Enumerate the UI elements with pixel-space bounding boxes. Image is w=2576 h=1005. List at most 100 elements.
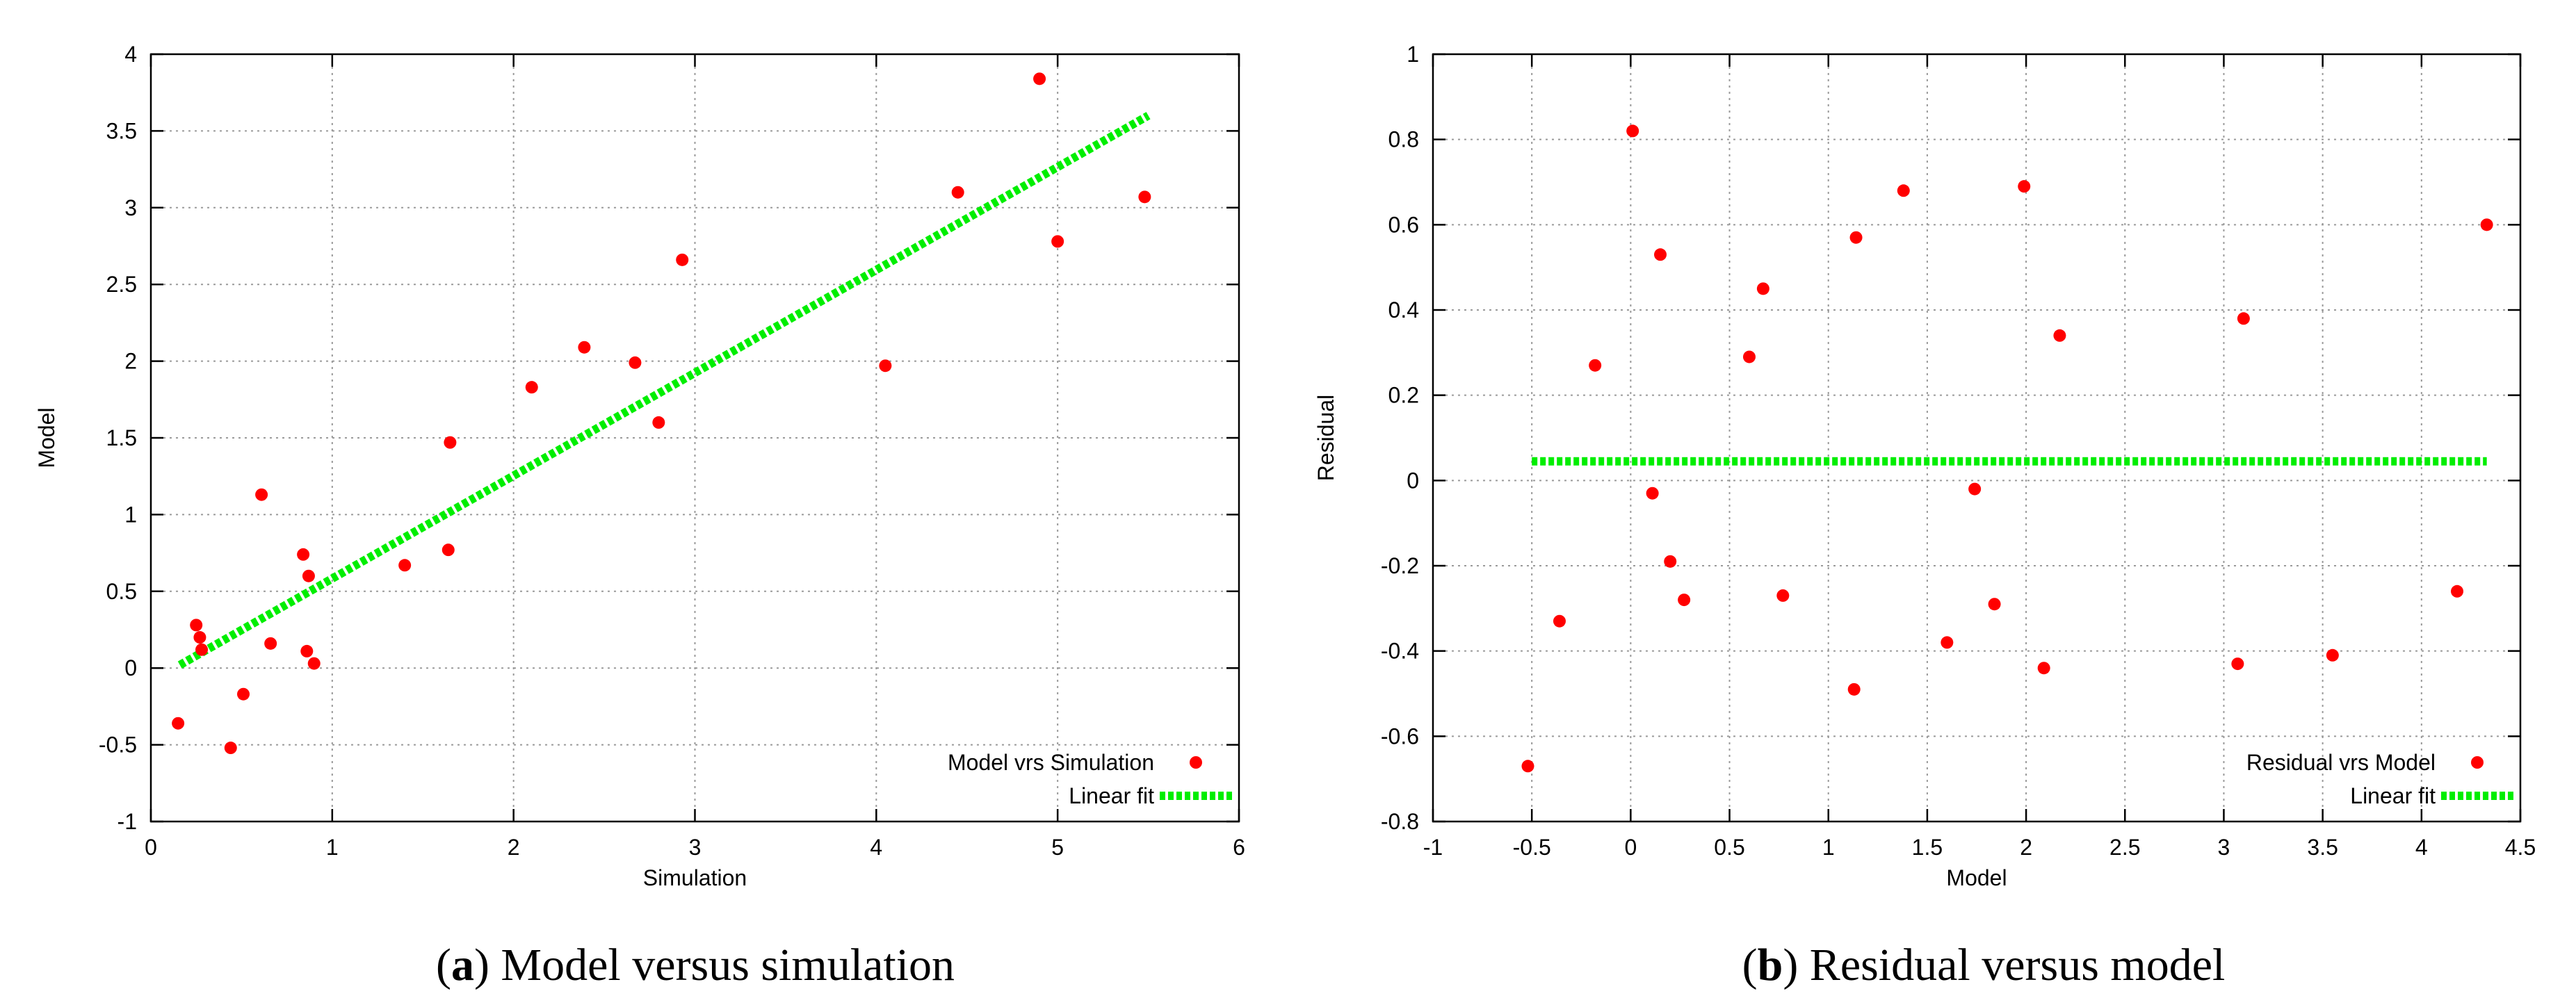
x-tick-label: -0.5 [1513, 835, 1551, 860]
x-axis-label: Simulation [643, 865, 747, 890]
x-tick-label: 2.5 [2109, 835, 2140, 860]
figure-caption: (a) Model versus simulation [436, 940, 955, 990]
y-tick-label: 3 [124, 195, 137, 220]
data-point [2237, 312, 2250, 325]
y-tick-label: 1 [1407, 42, 1419, 67]
x-tick-label: 6 [1233, 835, 1245, 860]
legend-label-line: Linear fit [1069, 783, 1154, 808]
data-point [190, 619, 203, 632]
data-point [1849, 231, 1863, 244]
x-tick-label: 2 [508, 835, 520, 860]
x-tick-label: 5 [1051, 835, 1064, 860]
data-point [398, 559, 412, 572]
data-point [2326, 648, 2339, 662]
data-point [237, 687, 250, 701]
grid [151, 54, 1239, 822]
y-tick-label: -0.6 [1381, 724, 1419, 749]
legend: Residual vrs Model Linear fit [2246, 750, 2513, 808]
y-tick-label: 0 [1407, 468, 1419, 493]
data-point [1742, 350, 1756, 363]
y-tick-label: 2.5 [106, 272, 137, 297]
y-tick-label: 0.6 [1388, 212, 1419, 237]
x-tick-label: 0 [1624, 835, 1637, 860]
figure-caption: (b) Residual versus model [1742, 940, 2226, 990]
data-point [1589, 359, 1602, 372]
data-point [1988, 598, 2001, 611]
y-axis-label: Model [34, 407, 59, 468]
data-point [1756, 282, 1769, 295]
data-point [297, 548, 310, 561]
caption-text: ) Model versus simulation [474, 940, 955, 990]
data-point [255, 488, 268, 501]
data-point [1776, 589, 1790, 602]
data-point [1626, 124, 1639, 138]
y-tick-label: 3.5 [106, 118, 137, 143]
x-tick-label: 4 [870, 835, 882, 860]
caption-open-paren: ( [436, 940, 451, 990]
data-point [1553, 614, 1566, 628]
y-tick-label: 0.2 [1388, 383, 1419, 408]
data-point [2037, 662, 2050, 675]
y-tick-label: -0.4 [1381, 639, 1419, 664]
x-tick-label: -1 [1423, 835, 1443, 860]
chart-residual-vs-model: -1 -0.5 0 0.5 1 1.5 2 2.5 3 3.5 4 4.5 -0.8 -0.6 -0.4 -0… [1313, 42, 2536, 990]
data-point [2053, 329, 2066, 342]
caption-text: ) Residual versus model [1783, 940, 2225, 990]
data-point [1968, 482, 1982, 496]
linear-fit-line [177, 112, 1151, 669]
data-point [224, 742, 237, 755]
y-tick-label: -0.5 [99, 733, 137, 758]
x-tick-label: 1 [1822, 835, 1835, 860]
y-axis-label: Residual [1313, 395, 1338, 482]
data-point [195, 643, 209, 656]
legend-label-points: Model vrs Simulation [948, 750, 1154, 775]
y-tick-label: -0.2 [1381, 553, 1419, 578]
x-tick-label: 3 [689, 835, 702, 860]
x-tick-label: 1 [326, 835, 339, 860]
legend-label-points: Residual vrs Model [2246, 750, 2436, 775]
data-point [1033, 72, 1046, 85]
data-point [951, 186, 964, 199]
caption-letter: b [1758, 940, 1783, 990]
x-tick-label: 4.5 [2505, 835, 2536, 860]
data-point [2451, 585, 2464, 598]
caption-open-paren: ( [1742, 940, 1758, 990]
data-point [879, 359, 892, 373]
data-point [2231, 657, 2244, 671]
data-point [1051, 235, 1064, 248]
x-axis-label: Model [1946, 865, 2007, 890]
x-tick-label: 0.5 [1714, 835, 1744, 860]
data-point [676, 253, 689, 266]
y-tick-label: -0.8 [1381, 809, 1419, 834]
legend-marker-points [2471, 756, 2484, 769]
data-point [193, 631, 206, 644]
data-point [172, 717, 185, 730]
data-point [264, 637, 277, 650]
y-tick-label: 4 [124, 42, 137, 67]
caption-letter: a [451, 940, 474, 990]
data-points [1521, 124, 2493, 773]
data-points [172, 72, 1151, 755]
data-point [1521, 760, 1534, 773]
x-tick-label: 2 [2020, 835, 2032, 860]
y-tick-label: 0.5 [106, 579, 137, 604]
data-point [1678, 594, 1691, 607]
data-point [2480, 218, 2493, 231]
legend-label-line: Linear fit [2350, 783, 2436, 808]
x-tick-label: 3 [2218, 835, 2230, 860]
data-point [578, 341, 591, 354]
x-tick-label: 1.5 [1912, 835, 1943, 860]
y-tick-label: 0.8 [1388, 127, 1419, 152]
x-tick-label: 4 [2415, 835, 2428, 860]
y-tick-label: 0 [124, 655, 137, 680]
y-tick-label: 1 [124, 502, 137, 527]
data-point [629, 356, 642, 369]
data-point [300, 644, 314, 657]
data-point [442, 544, 455, 557]
plot-frame [1432, 53, 2522, 823]
legend-marker-points [1190, 756, 1202, 769]
data-point [525, 381, 538, 394]
y-tick-label: 2 [124, 349, 137, 374]
data-point [1138, 190, 1151, 204]
